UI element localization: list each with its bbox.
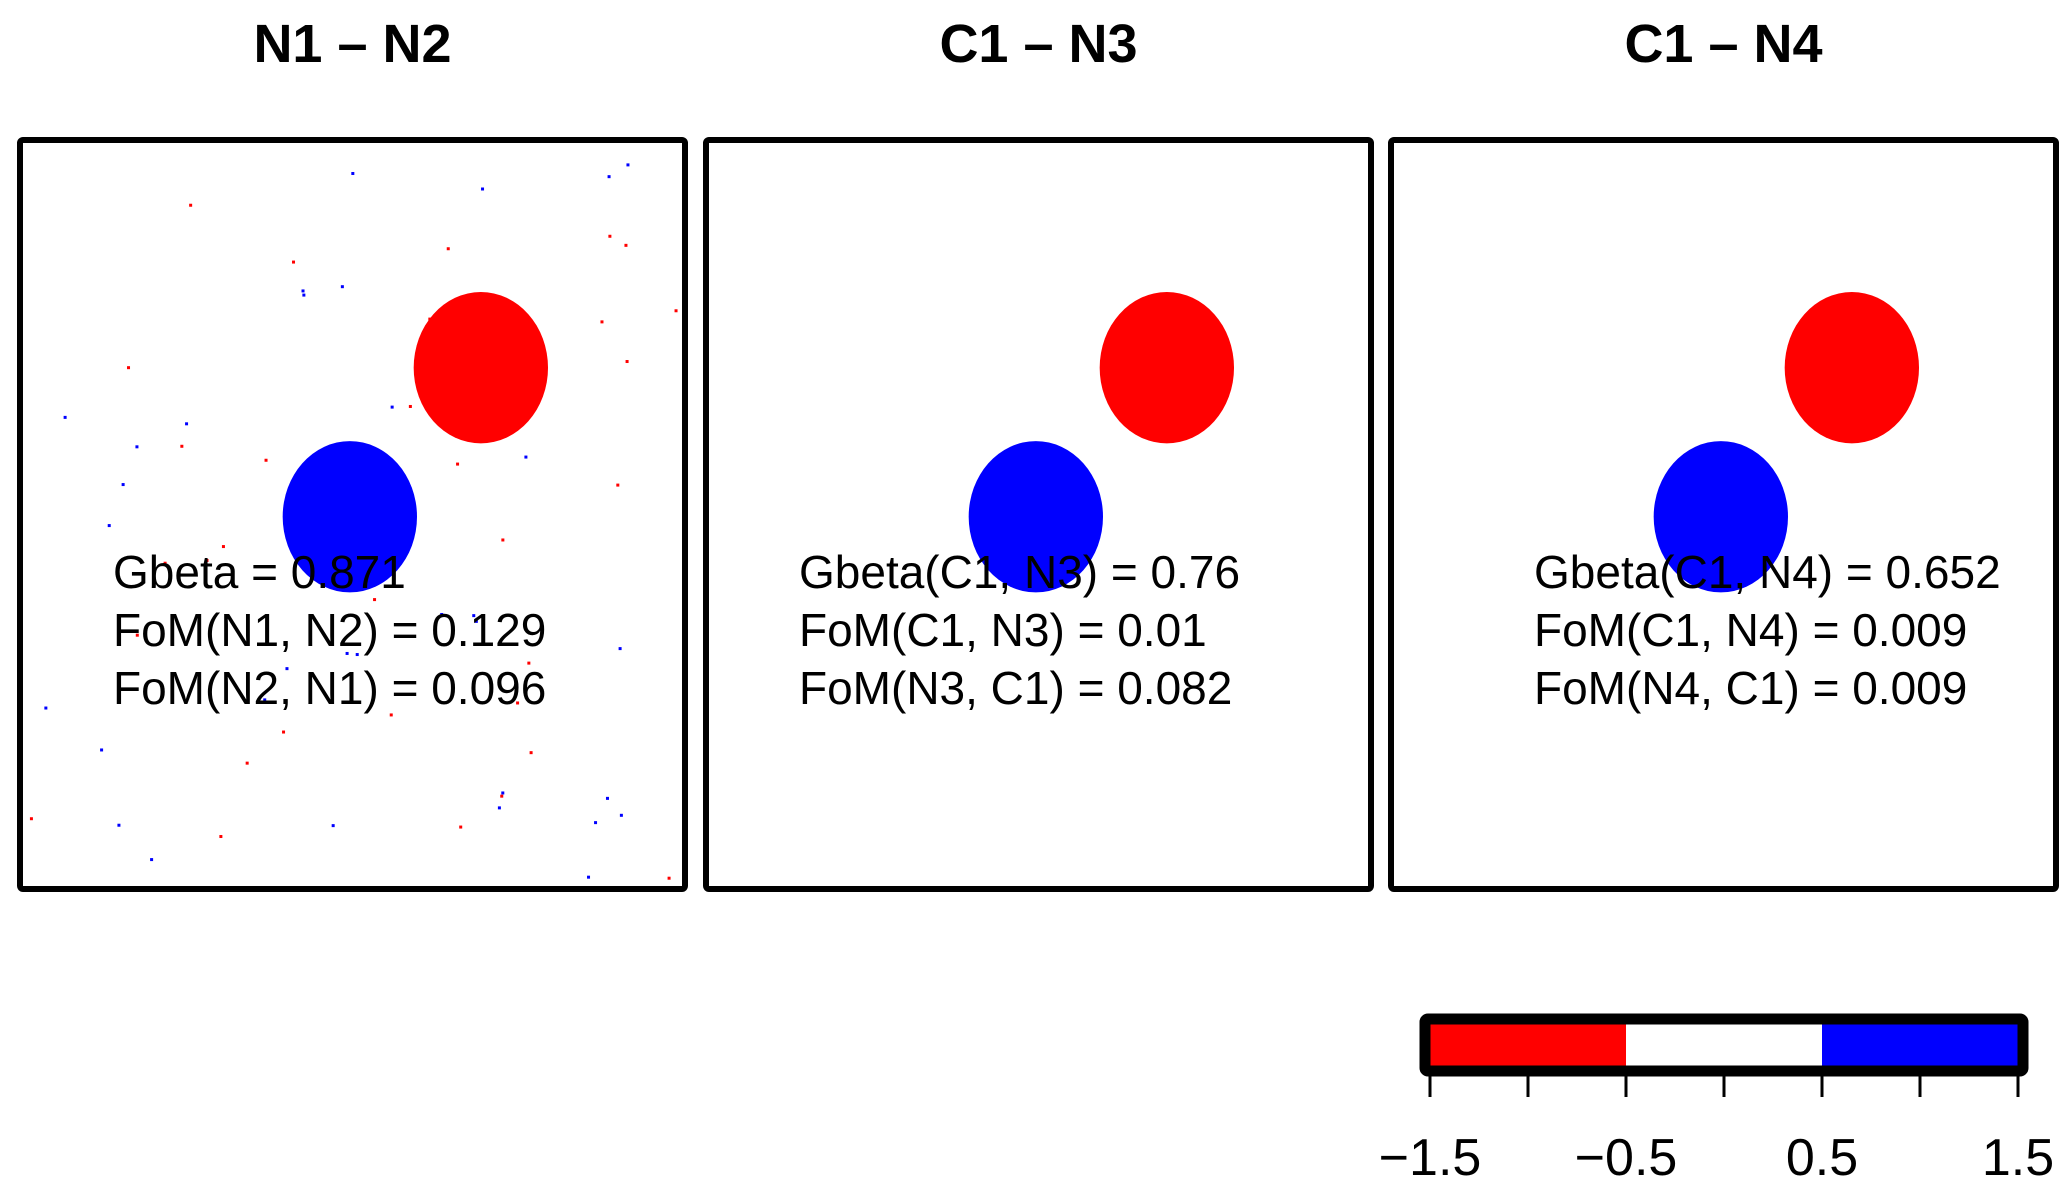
stat-label: Gbeta = 0.871 xyxy=(113,546,406,598)
noise-pixel-blue xyxy=(63,415,67,419)
noise-pixel-blue xyxy=(44,706,48,710)
blue-blob xyxy=(282,441,418,593)
noise-pixel-blue xyxy=(501,791,505,795)
stat-label: FoM(N4, C1) = 0.009 xyxy=(1534,662,1967,714)
noise-pixel-blue xyxy=(263,698,267,702)
noise-pixel-blue xyxy=(345,651,349,655)
noise-pixel-red xyxy=(373,598,377,602)
noise-pixel-blue xyxy=(440,612,444,616)
noise-pixel-blue xyxy=(302,293,306,297)
noise-pixel-blue xyxy=(497,806,501,810)
noise-pixel-blue xyxy=(301,289,305,293)
noise-pixel-blue xyxy=(117,823,121,827)
stat-label: FoM(N2, N1) = 0.096 xyxy=(113,662,546,714)
noise-pixel-red xyxy=(667,876,671,880)
noise-pixel-red xyxy=(219,835,223,839)
noise-pixel-red xyxy=(608,234,612,238)
blue-blob xyxy=(968,441,1104,593)
colorbar-tick-label: −1.5 xyxy=(1379,1129,1482,1186)
noise-pixel-blue xyxy=(121,483,125,487)
panel-title: C1 – N4 xyxy=(1624,14,1822,74)
stat-label: FoM(N1, N2) = 0.129 xyxy=(113,604,546,656)
noise-pixel-blue xyxy=(472,614,476,618)
noise-pixel-red xyxy=(282,730,286,734)
noise-pixel-blue xyxy=(331,824,335,828)
noise-pixel-blue xyxy=(185,422,189,426)
noise-pixel-blue xyxy=(619,813,623,817)
noise-pixel-red xyxy=(459,825,463,829)
panel-3: C1 – N4 Gbeta(C1, N4) = 0.652 FoM(C1, N4) … xyxy=(1388,14,2059,892)
noise-pixel-red xyxy=(674,309,678,313)
noise-pixel-red xyxy=(500,794,504,798)
colorbar-tick-label: −0.5 xyxy=(1575,1129,1678,1186)
panel-2: C1 – N3 Gbeta(C1, N3) = 0.76 FoM(C1, N3) =… xyxy=(703,14,1374,892)
noise-pixel-blue xyxy=(135,445,139,449)
noise-pixel-red xyxy=(389,713,393,717)
noise-pixel-red xyxy=(245,761,249,765)
noise-pixel-blue xyxy=(150,858,154,862)
noise-pixel-red xyxy=(163,561,167,565)
noise-pixel-blue xyxy=(285,667,289,671)
blue-blob xyxy=(1653,441,1789,593)
noise-pixel-red xyxy=(292,260,296,264)
noise-pixel-blue xyxy=(390,405,394,409)
noise-pixel-red xyxy=(189,203,193,207)
panel-1: N1 – N2 Gbeta = 0.871 FoM(N1, N2) = 0.129 F… xyxy=(17,14,688,892)
stat-label: FoM(C1, N3) = 0.01 xyxy=(799,604,1207,656)
stat-label: Gbeta(C1, N4) = 0.652 xyxy=(1534,546,2001,598)
noise-pixel-red xyxy=(408,404,412,408)
colorbar-segment xyxy=(1626,1024,1822,1066)
red-blob xyxy=(1099,292,1235,444)
noise-pixel-blue xyxy=(481,187,485,191)
noise-pixel-red xyxy=(501,538,505,542)
noise-pixel-blue xyxy=(524,455,528,459)
noise-pixel-red xyxy=(135,633,139,637)
noise-pixel-red xyxy=(29,817,33,821)
noise-pixel-blue xyxy=(594,821,598,825)
noise-pixel-red xyxy=(180,444,184,448)
noise-pixel-red xyxy=(516,701,520,705)
noise-pixel-red xyxy=(221,545,225,549)
colorbar-segment xyxy=(1430,1024,1626,1066)
red-blob xyxy=(413,292,549,444)
noise-pixel-blue xyxy=(107,524,111,528)
noise-pixel-blue xyxy=(340,285,344,289)
noise-pixel-blue xyxy=(587,875,591,879)
red-blob xyxy=(1784,292,1920,444)
noise-pixel-red xyxy=(456,462,460,466)
noise-pixel-blue xyxy=(355,653,359,657)
noise-pixel-blue xyxy=(100,748,104,752)
noise-pixel-red xyxy=(529,751,533,755)
colorbar: −1.5 −0.5 0.5 1.5 xyxy=(1379,1013,2054,1186)
panel-frame xyxy=(17,137,688,892)
noise-pixel-blue xyxy=(618,647,622,651)
noise-pixel-blue xyxy=(605,796,609,800)
panel-frame xyxy=(703,137,1374,892)
noise-pixel-red xyxy=(446,247,450,251)
colorbar-segment xyxy=(1822,1024,2018,1066)
noise-pixel-red xyxy=(616,483,620,487)
noise-pixel-blue xyxy=(626,163,630,167)
noise-pixel-red xyxy=(600,320,604,324)
stat-label: FoM(C1, N4) = 0.009 xyxy=(1534,604,1967,656)
stat-label: Gbeta(C1, N3) = 0.76 xyxy=(799,546,1240,598)
noise-pixel-red xyxy=(527,661,531,665)
panel-title: N1 – N2 xyxy=(253,14,451,74)
noise-pixel-blue xyxy=(474,619,478,623)
noise-pixel-red xyxy=(127,366,131,370)
noise-pixel-red xyxy=(624,243,628,247)
noise-pixel-red xyxy=(205,558,209,562)
colorbar-tick-label: 0.5 xyxy=(1786,1129,1858,1186)
noise-pixel-blue xyxy=(607,175,611,179)
colorbar-tick-label: 1.5 xyxy=(1982,1129,2054,1186)
noise-pixel-red xyxy=(264,458,268,462)
stat-label: FoM(N3, C1) = 0.082 xyxy=(799,662,1232,714)
noise-pixel-red xyxy=(625,360,629,364)
noise-pixel-blue xyxy=(351,171,355,175)
panel-title: C1 – N3 xyxy=(939,14,1137,74)
panel-frame xyxy=(1388,137,2059,892)
